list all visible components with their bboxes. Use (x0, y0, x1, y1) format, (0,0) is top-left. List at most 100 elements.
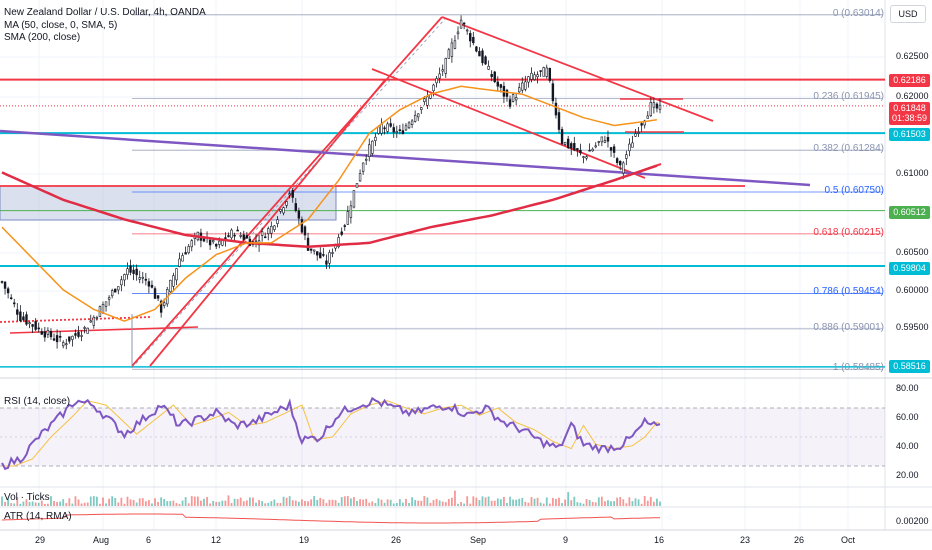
candle-body (297, 210, 301, 219)
currency-button[interactable]: USD (890, 5, 926, 23)
volume-bar (454, 490, 456, 506)
candle-body (132, 269, 135, 274)
volume-bar (200, 500, 202, 506)
volume-bar (512, 499, 514, 506)
price-badge: 0.60512 (889, 206, 930, 219)
volume-bar (68, 498, 71, 506)
volume-bar (646, 500, 649, 506)
volume-bar (288, 496, 291, 506)
candle-body (340, 231, 343, 235)
candle-body (245, 235, 249, 239)
candle-body (95, 317, 99, 319)
volume-bar (190, 496, 193, 506)
candle-body (22, 316, 25, 321)
volume-bar (279, 503, 282, 506)
candle-body (652, 102, 656, 108)
volume-bar (7, 498, 10, 506)
volume-bar (206, 496, 208, 506)
candle-body (444, 58, 447, 74)
candle-body (493, 71, 496, 83)
candle-body (40, 331, 43, 335)
rsi-legend[interactable]: RSI (14, close) (4, 396, 71, 407)
volume-bar (426, 497, 429, 506)
volume-bar (313, 496, 316, 506)
volume-bar (444, 502, 447, 506)
candle-body (147, 281, 151, 287)
candle-body (615, 158, 619, 163)
candle-body (28, 322, 31, 324)
candle-body (273, 225, 276, 230)
candle-body (496, 81, 499, 87)
candle-body (536, 74, 539, 78)
ma50-legend[interactable]: MA (50, close, 0, SMA, 5) (4, 20, 118, 31)
volume-bar (643, 496, 646, 506)
volume-bar (423, 496, 426, 506)
candle-body (343, 225, 346, 227)
volume-bar (86, 502, 89, 506)
candle-body (447, 49, 451, 59)
volume-bar (542, 503, 545, 506)
atr-legend[interactable]: ATR (14, RMA) (4, 511, 72, 522)
volume-bar (239, 497, 242, 506)
candle-body (337, 237, 340, 248)
volume-bar (579, 502, 582, 506)
volume-bar (371, 501, 374, 506)
price-badge: 0.62186 (889, 74, 930, 87)
candle-body (377, 126, 380, 134)
volume-bar (570, 500, 573, 506)
atr-line (1, 513, 660, 524)
candle-body (104, 301, 108, 307)
volume-legend[interactable]: Vol · Ticks (4, 492, 50, 503)
sma200-legend[interactable]: SMA (200, close) (4, 32, 81, 43)
volume-bar (582, 503, 585, 506)
candle-body (582, 156, 585, 158)
volume-bar (322, 499, 325, 506)
volume-bar (597, 497, 600, 506)
volume-bar (499, 499, 502, 506)
volume-bar (346, 496, 349, 506)
candle-body (282, 207, 285, 214)
volume-bar (294, 500, 297, 506)
candle-body (190, 240, 193, 248)
price-badge: 01:38:59 (889, 112, 930, 125)
candle-body (65, 343, 68, 346)
candle-body (398, 129, 402, 131)
candle-body (236, 229, 239, 232)
candle-body (570, 143, 573, 149)
candle-body (291, 190, 294, 198)
volume-bar (536, 497, 539, 506)
candle-body (361, 162, 365, 172)
candle-body (600, 136, 604, 143)
volume-bar (337, 502, 340, 506)
candle-body (346, 211, 350, 225)
volume-bar (564, 499, 567, 506)
candle-body (484, 56, 487, 65)
time-tick-label: 16 (654, 535, 665, 545)
channel-line (441, 16, 714, 122)
volume-bar (56, 502, 58, 506)
volume-bar (463, 503, 466, 506)
volume-bar (432, 500, 435, 506)
volume-bar (414, 500, 417, 506)
moving-averages (1, 85, 658, 322)
candle-body (649, 101, 653, 116)
volume-bar (108, 498, 111, 506)
volume-bar (493, 500, 496, 506)
time-tick-label: Sep (470, 535, 487, 545)
candle-body (43, 331, 47, 338)
fib-levels (132, 14, 883, 370)
candle-body (13, 302, 16, 305)
candle-body (524, 81, 527, 90)
candle-body (368, 144, 371, 157)
volume-bar (509, 496, 511, 506)
volume-bar (328, 499, 331, 506)
volume-bar (496, 498, 499, 506)
candle-body (309, 248, 313, 251)
candle-body (141, 276, 144, 279)
volume-bar (144, 501, 147, 506)
volume-bar (258, 500, 260, 506)
fib-level-label: 0.618 (0.60215) (813, 226, 884, 238)
candle-body (322, 254, 325, 256)
volume-bar (506, 503, 508, 506)
volume-bar (441, 501, 444, 506)
